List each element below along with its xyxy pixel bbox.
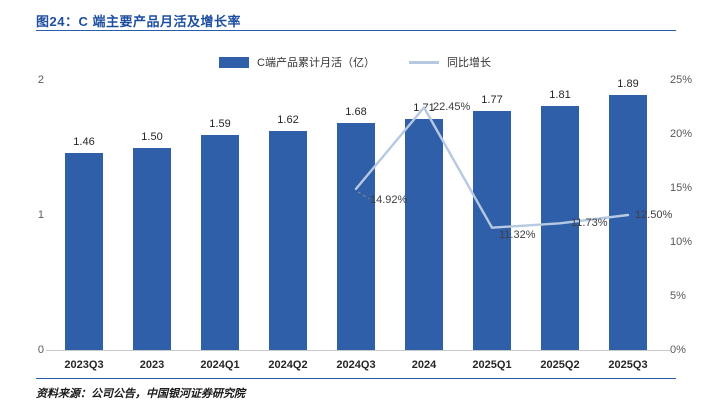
x-axis-line <box>46 350 670 351</box>
line-value-label-2025Q3: 12.50% <box>635 209 673 221</box>
bar-2024Q2 <box>269 131 307 350</box>
bar-value-label-2023Q3: 1.46 <box>73 135 95 148</box>
x-axis-label-2025Q1: 2025Q1 <box>472 359 512 371</box>
bar-value-label-2025Q1: 1.77 <box>481 94 503 107</box>
bar-value-label-2024Q2: 1.62 <box>277 114 299 127</box>
line-value-label-2025Q1: 11.32% <box>499 228 536 241</box>
x-axis-label-2025Q3: 2025Q3 <box>608 359 648 371</box>
header-divider <box>36 30 676 31</box>
bar-value-label-2025Q2: 1.81 <box>549 88 571 101</box>
legend-item-bar-series: C端产品累计月活（亿） <box>219 54 375 70</box>
x-axis-label-2024Q2: 2024Q2 <box>268 359 308 371</box>
x-axis-label-2024: 2024 <box>411 359 437 371</box>
x-axis-label-2025Q2: 2025Q2 <box>540 359 580 371</box>
legend-bar-label: C端产品累计月活（亿） <box>257 57 375 69</box>
bar-2024Q3 <box>337 123 375 350</box>
legend-bar-swatch <box>219 56 250 68</box>
chart-legend: C端产品累计月活（亿） 同比增长 <box>0 54 710 70</box>
line-value-label-2024Q3: 14.92% <box>370 193 408 206</box>
left-axis-tick: 1 <box>37 209 44 221</box>
bar-2024Q1 <box>201 135 239 350</box>
right-axis-tick: 25% <box>670 74 693 86</box>
x-axis-label-2023: 2023 <box>139 359 165 371</box>
right-axis-tick: 0% <box>670 344 686 356</box>
bar-2025Q2 <box>541 105 579 350</box>
right-axis-tick: 20% <box>670 128 693 140</box>
bar-2024 <box>405 119 443 350</box>
label-leader-line <box>357 191 370 200</box>
bar-2025Q1 <box>473 111 511 350</box>
bar-2023Q3 <box>65 152 103 350</box>
bar-2023 <box>133 147 171 350</box>
legend-item-line-series: 同比增长 <box>375 54 491 70</box>
right-axis-tick: 15% <box>670 182 693 194</box>
right-axis-tick: 5% <box>670 290 686 302</box>
bar-2025Q3 <box>609 94 647 350</box>
legend-line-swatch <box>408 60 439 64</box>
left-axis-tick: 0 <box>37 344 44 356</box>
source-note: 资料来源：公司公告，中国银河证券研究院 <box>36 388 245 400</box>
bar-value-label-2024Q1: 1.59 <box>209 118 231 131</box>
x-axis-label-2023Q3: 2023Q3 <box>64 359 104 371</box>
footer-divider <box>36 378 676 379</box>
bar-value-label-2024Q3: 1.68 <box>345 106 367 119</box>
x-axis-label-2024Q1: 2024Q1 <box>200 359 240 371</box>
bar-value-label-2023: 1.50 <box>141 130 163 143</box>
line-value-label-2024: 22.45% <box>433 100 471 113</box>
legend-line-label: 同比增长 <box>446 57 491 69</box>
left-axis-tick: 2 <box>37 74 44 86</box>
figure-title: 图24：C 端主要产品月活及增长率 <box>36 14 241 29</box>
bar-value-label-2025Q3: 1.89 <box>617 77 639 90</box>
yoy-growth-line <box>354 106 630 229</box>
line-value-label-2025Q2: 11.73% <box>571 217 608 230</box>
x-axis-label-2024Q3: 2024Q3 <box>336 359 376 371</box>
right-axis-tick: 10% <box>670 236 693 248</box>
